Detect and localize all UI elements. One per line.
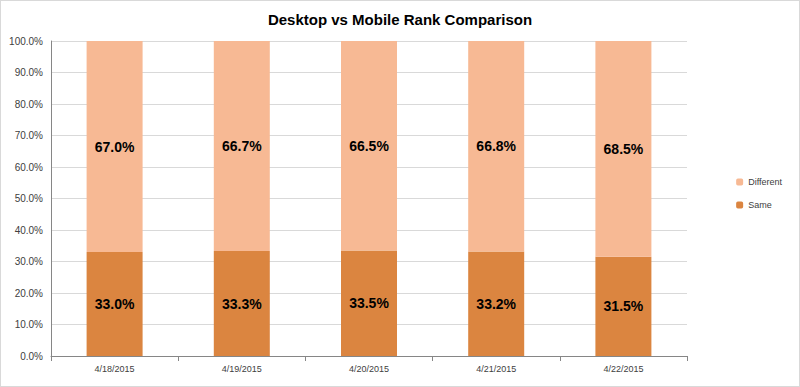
svg-text:4/18/2015: 4/18/2015 [95, 364, 135, 374]
svg-text:40.0%: 40.0% [15, 225, 43, 236]
svg-text:Same: Same [748, 200, 772, 210]
svg-text:80.0%: 80.0% [15, 99, 43, 110]
svg-text:70.0%: 70.0% [15, 130, 43, 141]
svg-text:33.0%: 33.0% [95, 296, 135, 312]
svg-text:60.0%: 60.0% [15, 162, 43, 173]
svg-text:4/21/2015: 4/21/2015 [476, 364, 516, 374]
svg-text:33.5%: 33.5% [349, 295, 389, 311]
svg-text:66.8%: 66.8% [476, 138, 516, 154]
svg-text:66.5%: 66.5% [349, 138, 389, 154]
svg-text:10.0%: 10.0% [15, 319, 43, 330]
svg-text:Desktop vs Mobile Rank Compari: Desktop vs Mobile Rank Comparison [268, 11, 532, 28]
svg-text:100.0%: 100.0% [9, 36, 43, 47]
svg-text:4/20/2015: 4/20/2015 [349, 364, 389, 374]
svg-text:68.5%: 68.5% [604, 141, 644, 157]
svg-text:66.7%: 66.7% [222, 138, 262, 154]
svg-text:30.0%: 30.0% [15, 256, 43, 267]
svg-text:31.5%: 31.5% [604, 298, 644, 314]
svg-text:50.0%: 50.0% [15, 193, 43, 204]
svg-text:33.2%: 33.2% [476, 296, 516, 312]
svg-text:0.0%: 0.0% [20, 351, 43, 362]
svg-text:Different: Different [748, 177, 782, 187]
svg-text:33.3%: 33.3% [222, 296, 262, 312]
svg-text:4/19/2015: 4/19/2015 [222, 364, 262, 374]
svg-text:67.0%: 67.0% [95, 139, 135, 155]
svg-text:90.0%: 90.0% [15, 67, 43, 78]
svg-text:20.0%: 20.0% [15, 288, 43, 299]
svg-text:4/22/2015: 4/22/2015 [603, 364, 643, 374]
